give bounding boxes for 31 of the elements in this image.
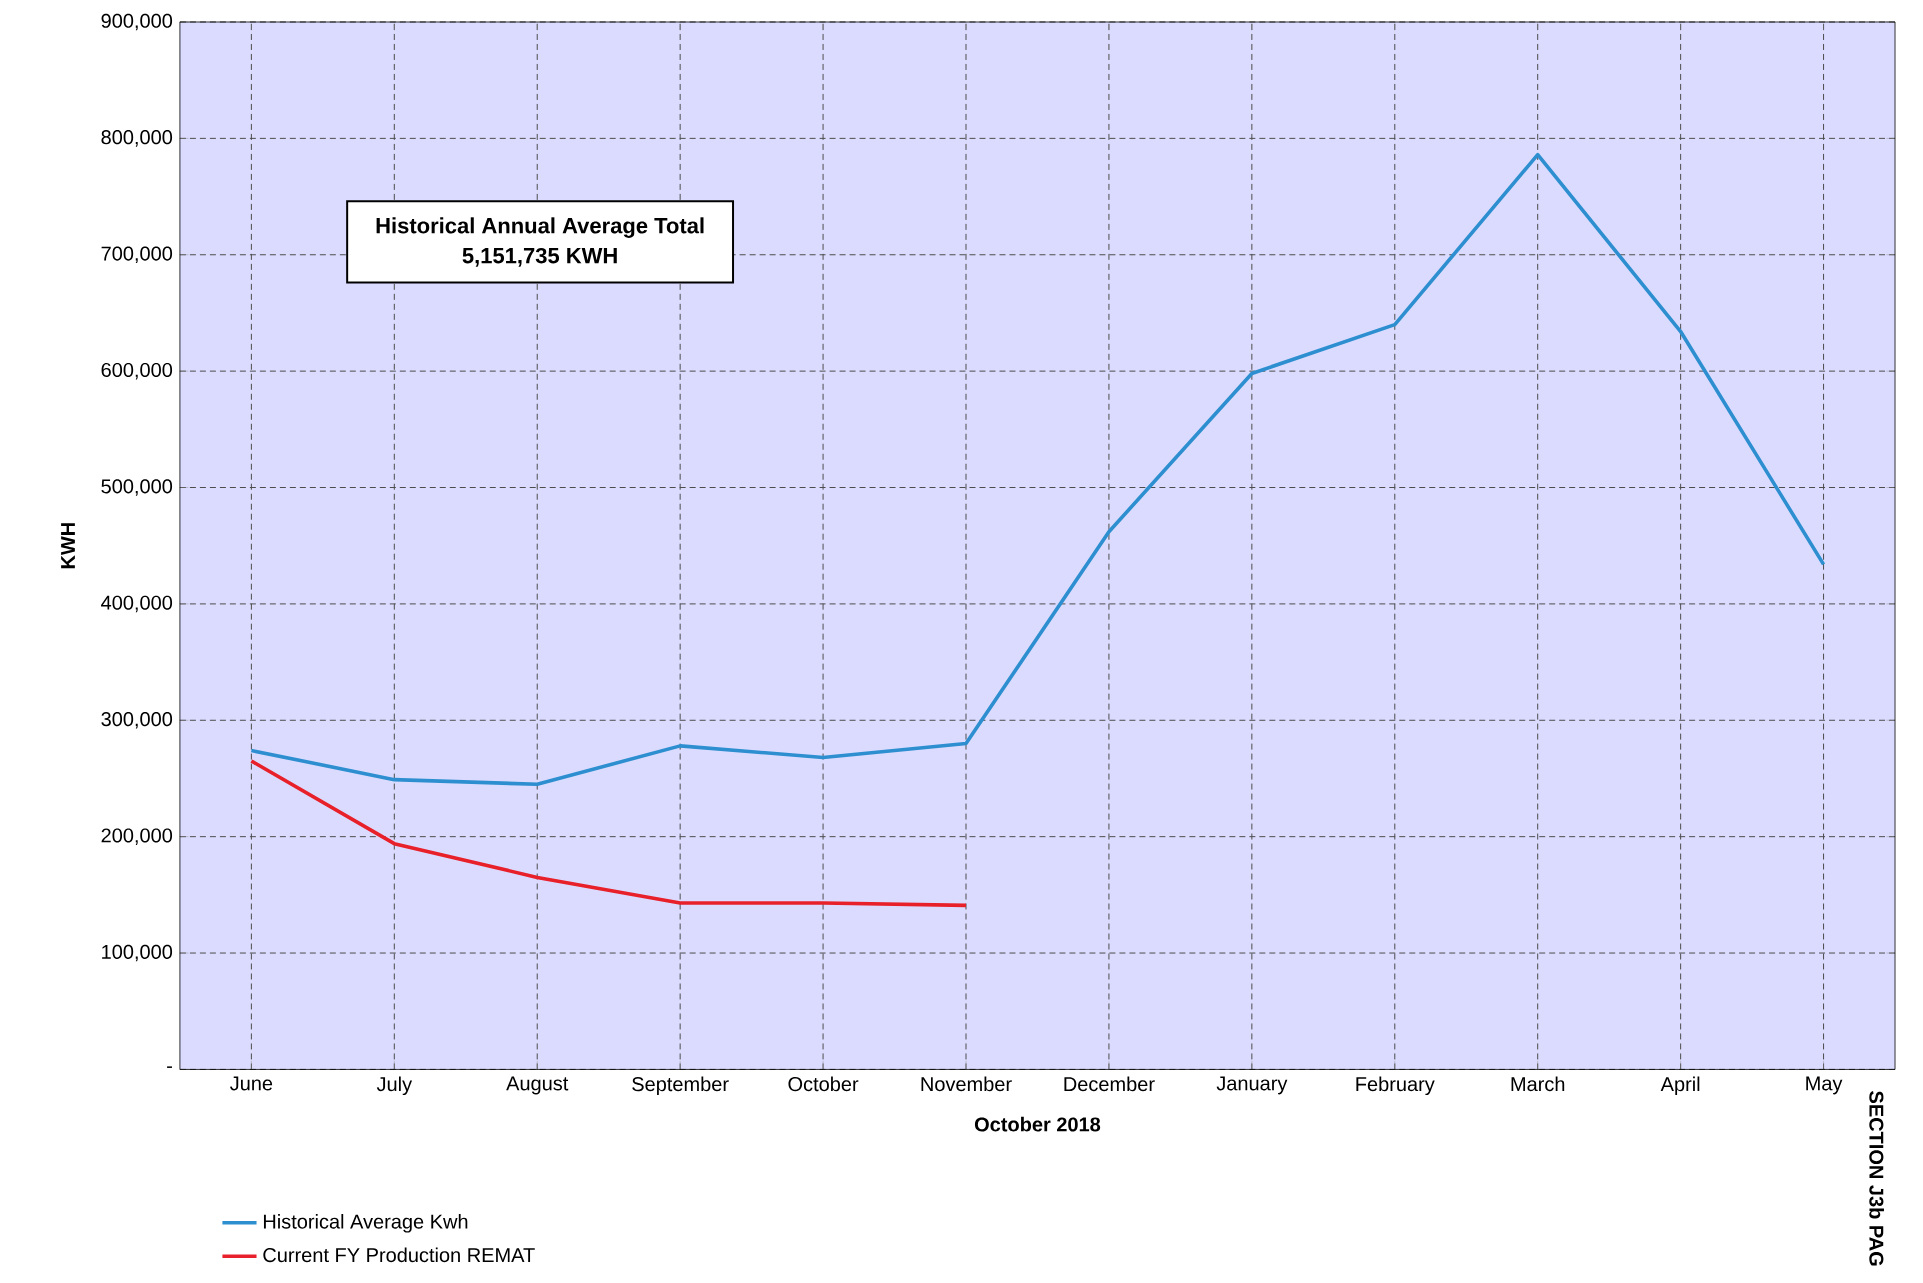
text: SECTION J3b PAG	[1869, 1090, 1884, 1266]
legend-label: Historical Average Kwh	[263, 1213, 468, 1233]
x-tick-label: April	[1660, 1076, 1700, 1095]
y-tick-label: 900,000	[101, 13, 173, 31]
annotation: 5,151,735 KWH	[462, 247, 617, 267]
x-axis-title: October 2018	[974, 1116, 1101, 1132]
x-tick-label: June	[230, 1076, 273, 1091]
legend-label: Current FY Production REMAT	[263, 1247, 535, 1262]
x-tick-label: March	[1511, 1076, 1565, 1092]
x-tick-label: September	[632, 1076, 729, 1095]
annotation: Historical Annual Average Total	[376, 217, 704, 238]
x-tick-label: February	[1356, 1076, 1435, 1095]
x-tick-label: May	[1806, 1076, 1843, 1095]
x-tick-label: October	[788, 1076, 859, 1092]
x-tick-label: November	[921, 1076, 1012, 1092]
y-tick-label: 300,000	[101, 711, 173, 729]
x-tick-label: December	[1064, 1076, 1155, 1092]
y-tick-label: 800,000	[101, 129, 173, 147]
line-series	[249, 759, 968, 907]
y-tick-label: 100,000	[102, 944, 173, 962]
y-tick-label: 700,000	[101, 246, 173, 263]
y-tick-label: -	[167, 1066, 172, 1068]
y-tick-label: 600,000	[101, 362, 173, 380]
x-tick-label: January	[1216, 1076, 1288, 1095]
x-tick-label: July	[376, 1076, 413, 1095]
y-tick-label: 400,000	[101, 595, 173, 613]
y-tick-label: 200,000	[101, 828, 173, 845]
x-tick-label: August	[506, 1076, 569, 1095]
y-axis-title: KWH	[61, 523, 75, 569]
line-series	[249, 152, 1826, 786]
y-tick-label: 500,000	[101, 479, 173, 496]
